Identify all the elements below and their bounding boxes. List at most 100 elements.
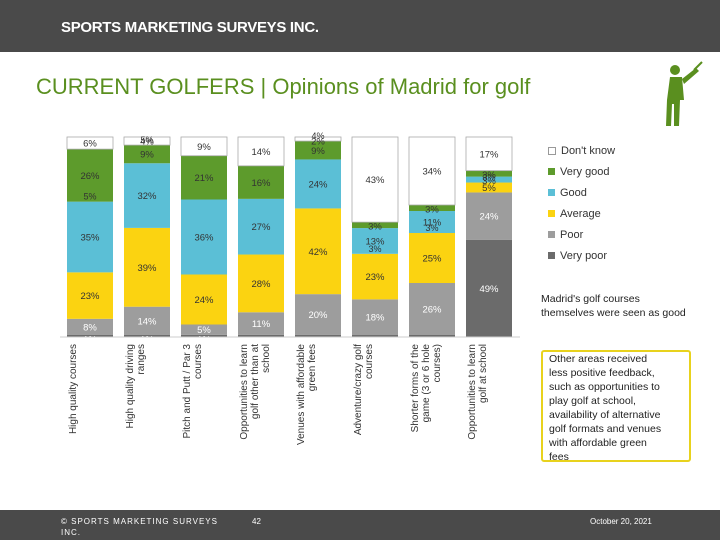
legend-item-very-poor: Very poor xyxy=(548,245,615,266)
data-label: 11% xyxy=(423,218,442,229)
data-label: 27% xyxy=(251,222,271,233)
legend-item-very-good: Very good xyxy=(548,161,615,182)
data-label: 14% xyxy=(137,316,157,327)
x-axis-label: Venues with affordable green fees xyxy=(296,344,318,445)
data-label-small: 4% xyxy=(311,131,324,141)
data-label: 24% xyxy=(194,295,214,306)
bar-segment-very-good xyxy=(295,141,341,160)
data-label: 42% xyxy=(308,247,328,258)
chart-legend: Don't know Very good Good Average Poor V… xyxy=(548,140,615,266)
legend-label: Very poor xyxy=(560,249,608,262)
bar-segment-average xyxy=(238,254,284,313)
bar-segment-poor xyxy=(124,306,170,335)
bar-segment-dont-know xyxy=(465,136,513,172)
bar-segment-good xyxy=(181,199,227,275)
footer-copyright: © SPORTS MARKETING SURVEYS INC. xyxy=(61,517,218,537)
data-label: 3% xyxy=(482,176,496,187)
callout-line: play golf at school, xyxy=(549,395,636,407)
bar-segment-average xyxy=(295,208,341,295)
data-label-small: 3% xyxy=(368,244,381,254)
data-label: 11% xyxy=(252,319,271,330)
x-axis-label-line: High quality courses xyxy=(68,344,79,434)
data-label: 5% xyxy=(197,325,211,336)
data-label-small: 3% xyxy=(425,223,438,233)
data-label: 9% xyxy=(140,150,154,161)
bar-segment-dont-know xyxy=(408,136,456,206)
data-label: 24% xyxy=(479,212,499,223)
bar-segment-very-poor xyxy=(466,239,512,337)
x-axis-label-line: green fees xyxy=(307,344,318,391)
callout-line: fees xyxy=(549,451,569,463)
legend-swatch xyxy=(548,231,555,238)
golfer-icon xyxy=(666,61,703,126)
x-axis-label-line: school xyxy=(261,344,272,373)
data-label: 18% xyxy=(365,313,385,324)
legend-swatch xyxy=(548,252,555,259)
bar-segment-very-poor xyxy=(295,334,341,337)
bar-segment-very-poor xyxy=(67,334,113,337)
legend-label: Very good xyxy=(560,165,610,178)
data-label: 1% xyxy=(197,334,211,345)
page-title: CURRENT GOLFERS | Opinions of Madrid for… xyxy=(36,74,531,99)
x-axis-label-line: Shorter forms of the xyxy=(410,344,421,433)
data-label: 34% xyxy=(422,167,442,178)
x-axis-label-line: game (3 or 6 hole xyxy=(421,344,432,423)
bar-segment-dont-know xyxy=(351,136,399,223)
data-label: 1% xyxy=(83,334,97,345)
legend-swatch xyxy=(548,189,555,196)
legend-label: Don't know xyxy=(561,144,616,157)
legend-item-poor: Poor xyxy=(548,224,615,245)
callout-other-areas: Other areas received less positive feedb… xyxy=(541,350,691,463)
callout-line: Other areas received xyxy=(549,353,648,365)
data-label: 9% xyxy=(197,142,211,153)
bar-segment-good xyxy=(352,228,398,254)
bar-segment-average xyxy=(124,227,170,307)
data-label: 26% xyxy=(80,171,100,182)
bar-segment-very-poor xyxy=(124,334,170,337)
x-axis-label-line: courses xyxy=(364,344,375,379)
bar-segment-poor xyxy=(295,294,341,335)
data-label: 2% xyxy=(311,137,325,148)
bar-segment-average xyxy=(67,272,113,319)
bar-segment-average xyxy=(409,233,455,283)
bar-segment-average xyxy=(352,253,398,300)
data-label: 3% xyxy=(425,205,439,216)
x-axis-label-line: Opportunities to learn xyxy=(467,344,478,440)
bar-segment-very-poor xyxy=(352,335,398,337)
x-axis-label: High quality courses xyxy=(68,344,79,434)
data-label-small: 5% xyxy=(83,192,96,202)
data-label-small: 3% xyxy=(482,173,495,183)
footer-page-number: 42 xyxy=(252,517,261,526)
data-label: 1% xyxy=(140,334,154,345)
x-axis-label: Opportunities to learn golf other than at… xyxy=(239,344,272,440)
x-axis-label-line: golf at school xyxy=(478,344,489,403)
data-label: 4% xyxy=(140,137,154,148)
bar-segment-poor xyxy=(352,299,398,336)
data-label: 32% xyxy=(137,191,157,202)
data-label: 3% xyxy=(368,222,382,233)
brand-logo-text: SPORTS MARKETING SURVEYS INC. xyxy=(61,19,319,36)
bar-segment-good xyxy=(295,159,341,209)
legend-swatch xyxy=(548,146,556,155)
data-label: 39% xyxy=(137,263,157,274)
data-label: 49% xyxy=(479,284,499,295)
bar-segment-very-poor xyxy=(181,334,227,337)
bar-segment-average xyxy=(181,274,227,325)
x-axis-label: High quality driving ranges xyxy=(125,344,147,429)
bar-segment-average xyxy=(466,182,512,193)
data-label: 5% xyxy=(482,183,496,194)
x-axis-label-line: Opportunities to learn xyxy=(239,344,250,440)
callout-line: such as opportunities to xyxy=(549,381,660,393)
x-axis-label-line: courses) xyxy=(432,344,443,382)
bar-segment-very-good xyxy=(181,155,227,200)
data-label: 26% xyxy=(422,305,442,316)
bar-segment-dont-know xyxy=(180,136,228,157)
data-label: 6% xyxy=(83,139,97,150)
data-label: 14% xyxy=(251,147,271,158)
x-axis-label-line: ranges xyxy=(136,344,147,375)
header-bar xyxy=(0,0,720,52)
bar-segment-poor xyxy=(409,283,455,335)
bar-segment-very-poor xyxy=(238,334,284,337)
legend-item-average: Average xyxy=(548,203,615,224)
x-axis-label: Adventure/crazy golf courses xyxy=(353,344,375,435)
